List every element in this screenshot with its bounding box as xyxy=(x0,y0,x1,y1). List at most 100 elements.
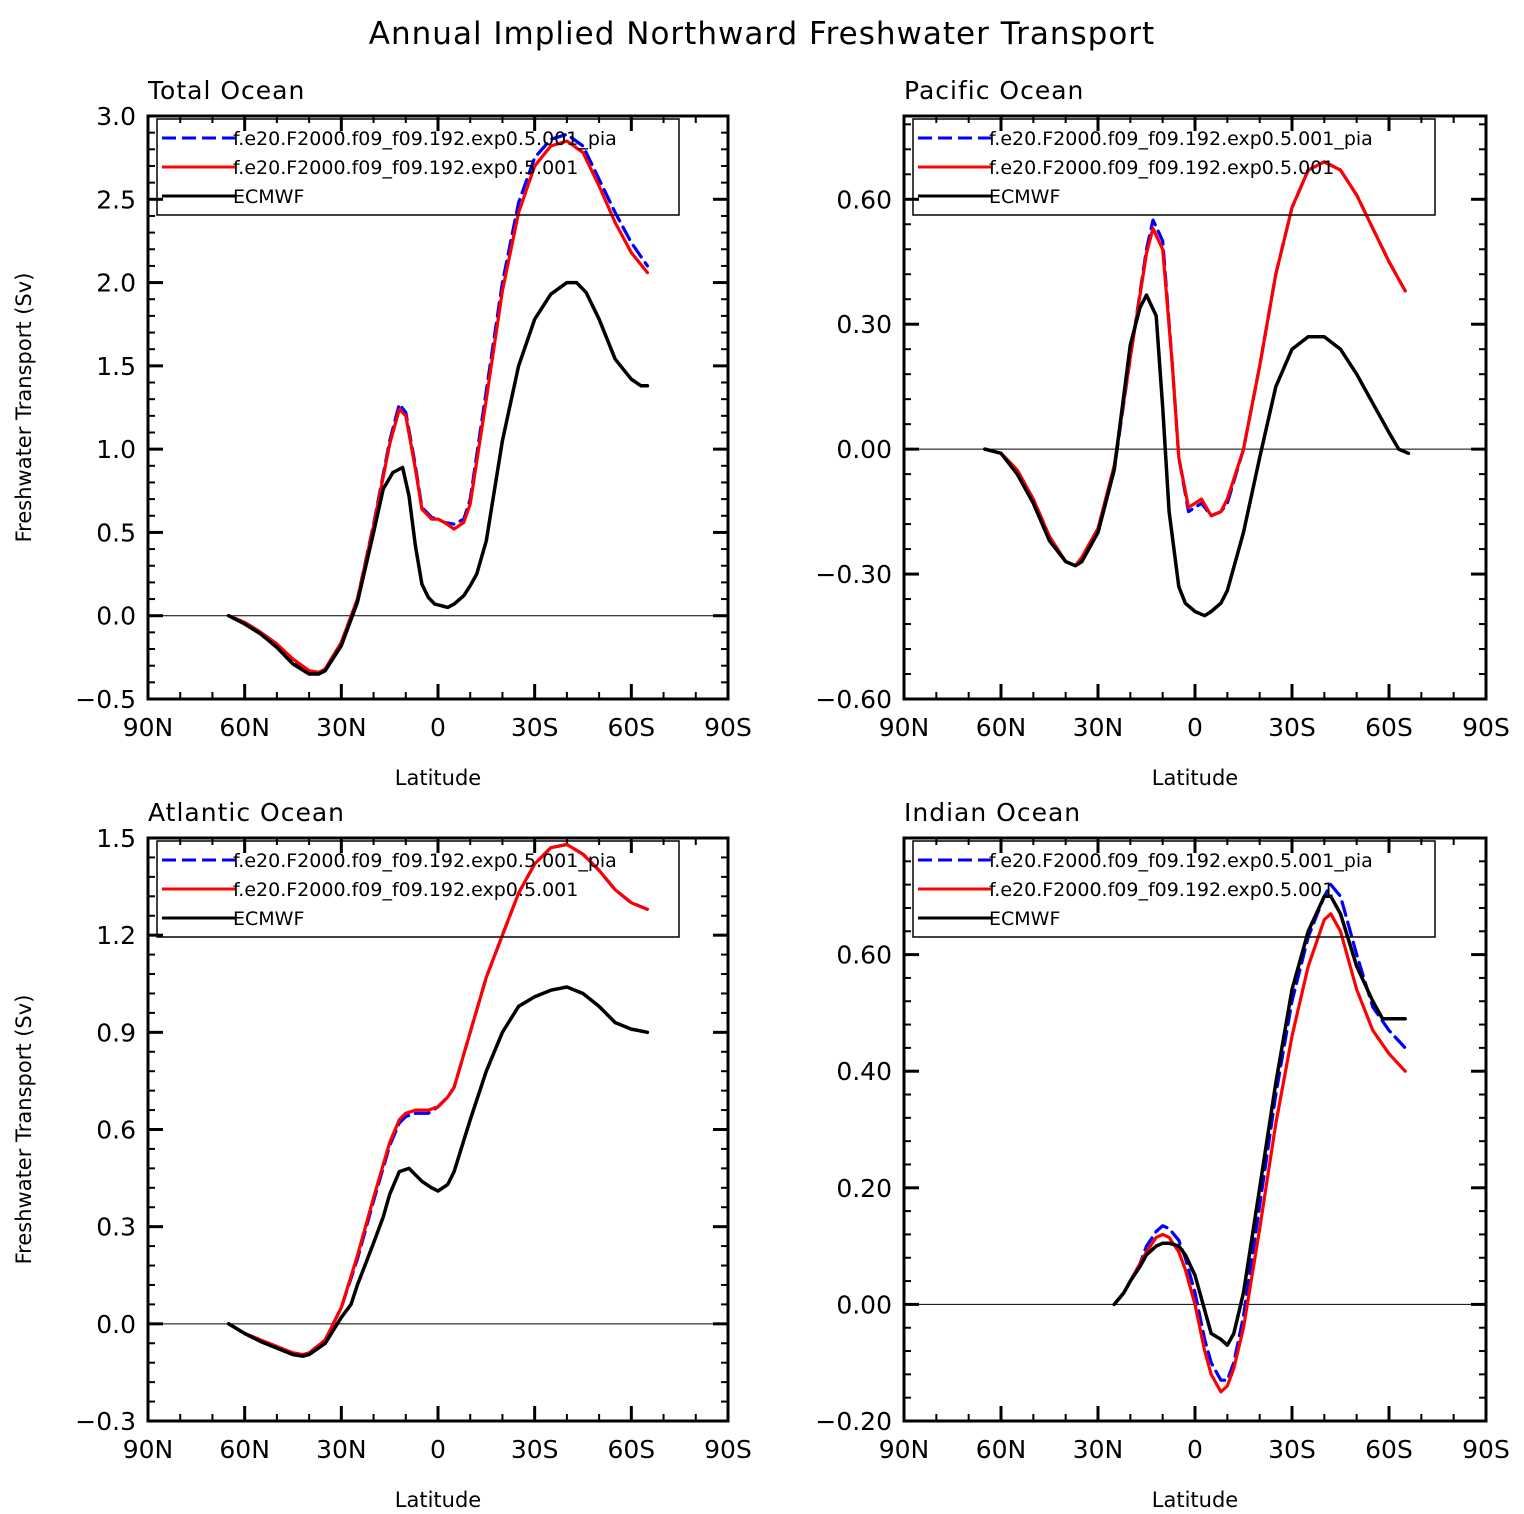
x-tick-label: 60S xyxy=(1365,1435,1413,1464)
y-tick-label: 1.5 xyxy=(96,352,136,381)
panel-title: Total Ocean xyxy=(147,76,305,105)
y-tick-label: 3.0 xyxy=(96,102,136,131)
legend-box xyxy=(156,118,680,216)
panel-pacific-ocean: Pacific Ocean −0.60 −0.30 0.00 0.30 0.60 90N 60… xyxy=(815,76,1509,790)
x-tick-label: 30N xyxy=(316,1435,367,1464)
x-tick-label: 90S xyxy=(704,1435,752,1464)
y-axis-label: Freshwater Transport (Sv) xyxy=(12,995,36,1265)
plot-frame xyxy=(146,114,730,701)
legend: f.e20.F2000.f09_f09.192.exp0.5.001_pia f.… xyxy=(156,118,680,216)
x-tick-label: 0 xyxy=(430,1435,446,1464)
plot-frame xyxy=(146,836,730,1423)
series-line-pia xyxy=(1112,882,1407,1382)
x-tick-label: 90N xyxy=(123,713,174,742)
y-tick-label: 2.5 xyxy=(96,185,136,214)
panel-title: Pacific Ocean xyxy=(904,76,1084,105)
y-tick-label: 0.40 xyxy=(836,1057,892,1086)
series-line-ecmwf xyxy=(1112,894,1407,1347)
x-tick-label: 60N xyxy=(976,1435,1027,1464)
legend-box xyxy=(156,840,680,938)
x-tick-label: 30N xyxy=(316,713,367,742)
y-tick-label: 0.60 xyxy=(836,185,892,214)
x-tick-label: 90N xyxy=(123,1435,174,1464)
y-tick-label: −0.20 xyxy=(815,1407,892,1436)
x-tick-label: 0 xyxy=(1187,1435,1203,1464)
y-tick-label: 0.60 xyxy=(836,941,892,970)
panel-title: Indian Ocean xyxy=(904,798,1081,827)
x-tick-label: 90S xyxy=(1462,713,1510,742)
x-axis-label: Latitude xyxy=(395,1488,481,1512)
y-tick-label: 0.6 xyxy=(96,1116,136,1145)
x-tick-label: 0 xyxy=(1187,713,1203,742)
y-tick-label: 0.0 xyxy=(96,1310,136,1339)
legend-label: f.e20.F2000.f09_f09.192.exp0.5.001 xyxy=(233,157,578,179)
x-tick-label: 0 xyxy=(430,713,446,742)
legend: f.e20.F2000.f09_f09.192.exp0.5.001_pia f.… xyxy=(912,118,1436,216)
x-tick-label: 60S xyxy=(607,1435,655,1464)
y-tick-label: 0.5 xyxy=(96,518,136,547)
series-line-ecmwf xyxy=(983,293,1411,618)
y-axis-label: Freshwater Transport (Sv) xyxy=(12,273,36,543)
x-axis-label: Latitude xyxy=(1152,766,1238,790)
legend-label: f.e20.F2000.f09_f09.192.exp0.5.001_pia xyxy=(233,850,617,872)
y-tick-label: 0.00 xyxy=(836,435,892,464)
x-axis-label: Latitude xyxy=(395,766,481,790)
y-tick-label: 0.30 xyxy=(836,310,892,339)
y-tick-label: 0.9 xyxy=(96,1018,136,1047)
x-tick-label: 30S xyxy=(511,713,559,742)
y-tick-label: 1.0 xyxy=(96,435,136,464)
x-tick-label: 30N xyxy=(1073,1435,1124,1464)
legend-label: f.e20.F2000.f09_f09.192.exp0.5.001_pia xyxy=(233,128,617,150)
legend-label: f.e20.F2000.f09_f09.192.exp0.5.001_pia xyxy=(989,128,1373,150)
legend-box xyxy=(912,118,1436,216)
x-tick-label: 90S xyxy=(704,713,752,742)
y-tick-label: 0.0 xyxy=(96,602,136,631)
x-axis-label: Latitude xyxy=(1152,1488,1238,1512)
series-line-exp xyxy=(1112,912,1407,1394)
y-tick-label: 0.3 xyxy=(96,1213,136,1242)
x-tick-label: 90N xyxy=(879,713,930,742)
legend-label: ECMWF xyxy=(989,186,1060,208)
x-tick-label: 60N xyxy=(219,1435,270,1464)
y-tick-label: 0.00 xyxy=(836,1290,892,1319)
x-tick-label: 30N xyxy=(1073,713,1124,742)
figure-title: Annual Implied Northward Freshwater Tran… xyxy=(369,16,1155,52)
y-tick-label: −0.5 xyxy=(75,685,136,714)
legend: f.e20.F2000.f09_f09.192.exp0.5.001_pia f.… xyxy=(156,840,680,938)
legend-label: ECMWF xyxy=(233,908,304,930)
legend-box xyxy=(912,840,1436,938)
legend-label: ECMWF xyxy=(233,186,304,208)
y-tick-label: −0.30 xyxy=(815,560,892,589)
legend-label: f.e20.F2000.f09_f09.192.exp0.5.001 xyxy=(989,879,1334,901)
legend: f.e20.F2000.f09_f09.192.exp0.5.001_pia f.… xyxy=(912,840,1436,938)
panel-title: Atlantic Ocean xyxy=(148,798,345,827)
y-tick-label: 1.5 xyxy=(96,824,136,853)
series-line-ecmwf xyxy=(226,280,650,676)
legend-label: f.e20.F2000.f09_f09.192.exp0.5.001 xyxy=(989,157,1334,179)
legend-label: f.e20.F2000.f09_f09.192.exp0.5.001_pia xyxy=(989,850,1373,872)
plot-frame xyxy=(902,836,1488,1423)
legend-label: ECMWF xyxy=(989,908,1060,930)
panel-total-ocean: Total Ocean −0.5 0.0 0.5 1.0 1.5 2.0 2.5 3.0 90N 6… xyxy=(12,76,752,790)
y-tick-label: 2.0 xyxy=(96,269,136,298)
panel-atlantic-ocean: Atlantic Ocean −0.3 0.0 0.3 0.6 0.9 1.2 1.5 90N 6… xyxy=(12,798,752,1512)
y-tick-label: 0.20 xyxy=(836,1174,892,1203)
x-tick-label: 30S xyxy=(1268,713,1316,742)
x-tick-label: 90N xyxy=(879,1435,930,1464)
x-tick-label: 60N xyxy=(976,713,1027,742)
x-tick-label: 30S xyxy=(1268,1435,1316,1464)
x-tick-label: 60S xyxy=(607,713,655,742)
y-tick-label: 1.2 xyxy=(96,921,136,950)
panel-indian-ocean: Indian Ocean −0.20 0.00 0.20 0.40 0.60 90N 60N 3… xyxy=(815,798,1509,1512)
y-tick-label: −0.60 xyxy=(815,685,892,714)
x-tick-label: 30S xyxy=(511,1435,559,1464)
x-tick-label: 90S xyxy=(1462,1435,1510,1464)
series-line-ecmwf xyxy=(226,985,650,1358)
x-tick-label: 60N xyxy=(219,713,270,742)
plot-frame xyxy=(902,114,1488,701)
series-line-exp xyxy=(227,139,650,674)
y-tick-label: −0.3 xyxy=(75,1407,136,1436)
legend-label: f.e20.F2000.f09_f09.192.exp0.5.001 xyxy=(233,879,578,901)
